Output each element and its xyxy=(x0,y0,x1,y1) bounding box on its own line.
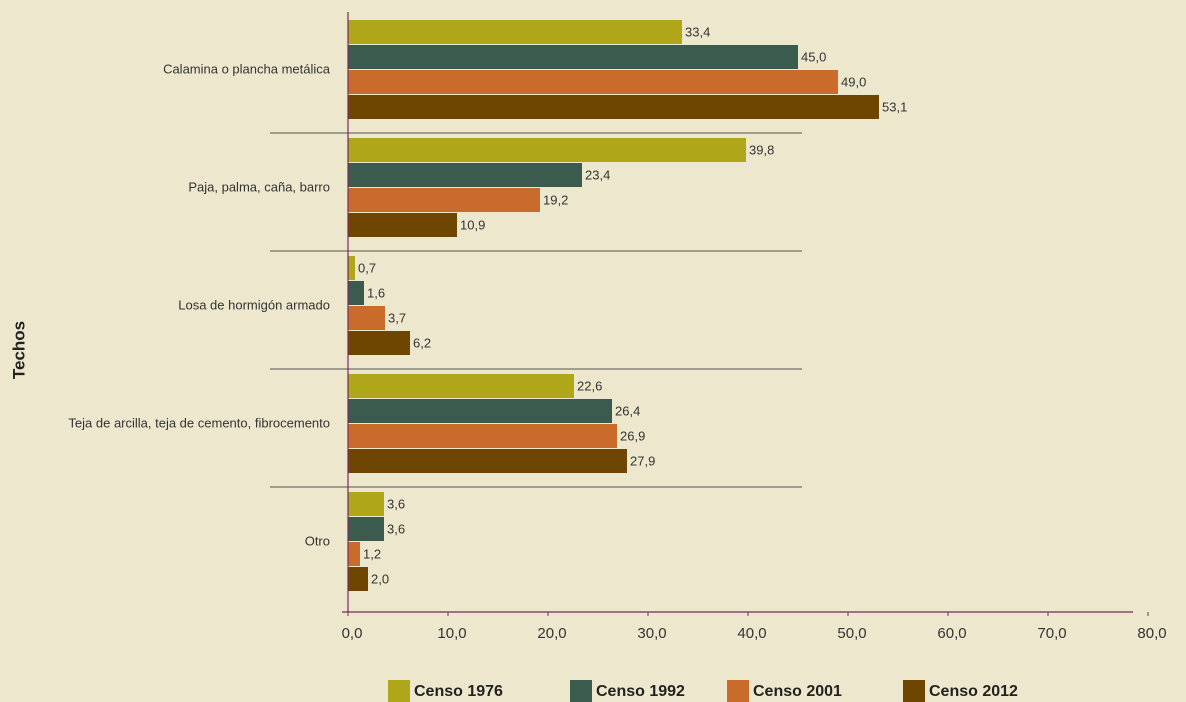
category-label: Paja, palma, caña, barro xyxy=(188,179,330,194)
bar xyxy=(348,256,355,280)
value-label: 1,2 xyxy=(363,546,381,561)
x-tick-label: 0,0 xyxy=(342,625,363,642)
legend-swatch xyxy=(727,680,749,702)
bar xyxy=(348,70,838,94)
bar xyxy=(348,399,612,423)
value-label: 39,8 xyxy=(749,142,774,157)
y-axis-title: Techos xyxy=(9,321,28,379)
bar xyxy=(348,306,385,330)
value-label: 27,9 xyxy=(630,453,655,468)
legend-swatch xyxy=(388,680,410,702)
bar xyxy=(348,163,582,187)
legend-text: Censo 2012 xyxy=(929,683,1018,700)
bar xyxy=(348,138,746,162)
value-label: 1,6 xyxy=(367,285,385,300)
x-tick-label: 40,0 xyxy=(737,625,766,642)
bar xyxy=(348,567,368,591)
x-tick-label: 10,0 xyxy=(437,625,466,642)
bar xyxy=(348,449,627,473)
x-tick-label: 70,0 xyxy=(1037,625,1066,642)
legend-swatch xyxy=(903,680,925,702)
x-tick-label: 20,0 xyxy=(537,625,566,642)
category-label: Otro xyxy=(305,533,330,548)
legend-swatch xyxy=(570,680,592,702)
value-label: 0,7 xyxy=(358,260,376,275)
bar xyxy=(348,281,364,305)
value-label: 26,9 xyxy=(620,428,645,443)
x-tick-label: 60,0 xyxy=(937,625,966,642)
legend-text: Censo 1976 xyxy=(414,683,503,700)
bar xyxy=(348,95,879,119)
bar xyxy=(348,213,457,237)
legend-text: Censo 2001 xyxy=(753,683,842,700)
bar xyxy=(348,492,384,516)
x-tick-label: 30,0 xyxy=(637,625,666,642)
x-tick-label: 80,0 xyxy=(1137,625,1166,642)
bar xyxy=(348,542,360,566)
value-label: 49,0 xyxy=(841,74,866,89)
value-label: 26,4 xyxy=(615,403,640,418)
value-label: 10,9 xyxy=(460,217,485,232)
bar xyxy=(348,45,798,69)
legend-text: Censo 1992 xyxy=(596,683,685,700)
value-label: 3,6 xyxy=(387,496,405,511)
value-label: 3,6 xyxy=(387,521,405,536)
category-label: Teja de arcilla, teja de cemento, fibroc… xyxy=(68,415,330,430)
x-tick-label: 50,0 xyxy=(837,625,866,642)
category-label: Losa de hormigón armado xyxy=(178,297,330,312)
bar xyxy=(348,331,410,355)
value-label: 22,6 xyxy=(577,378,602,393)
bar xyxy=(348,374,574,398)
value-label: 6,2 xyxy=(413,335,431,350)
bar xyxy=(348,20,682,44)
value-label: 45,0 xyxy=(801,49,826,64)
value-label: 33,4 xyxy=(685,24,710,39)
value-label: 2,0 xyxy=(371,571,389,586)
value-label: 3,7 xyxy=(388,310,406,325)
bar xyxy=(348,188,540,212)
value-label: 23,4 xyxy=(585,167,610,182)
bar xyxy=(348,424,617,448)
bar xyxy=(348,517,384,541)
value-label: 19,2 xyxy=(543,192,568,207)
category-label: Calamina o plancha metálica xyxy=(163,61,331,76)
value-label: 53,1 xyxy=(882,99,907,114)
